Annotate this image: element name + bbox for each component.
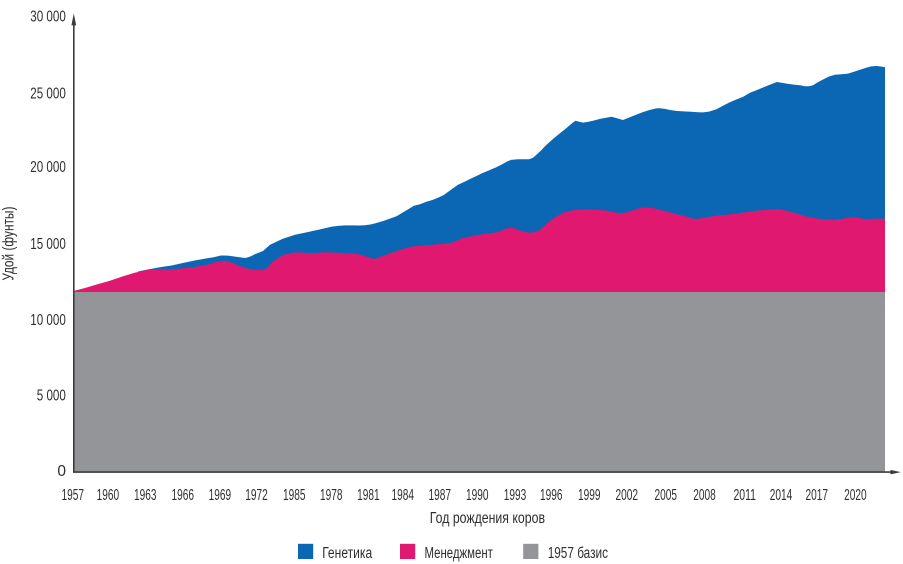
svg-text:Удой (фунты): Удой (фунты) [1,207,18,281]
svg-text:30 000: 30 000 [30,8,66,25]
svg-text:1978: 1978 [320,487,343,504]
svg-text:1960: 1960 [97,487,120,504]
svg-text:1987: 1987 [429,487,452,504]
svg-text:1984: 1984 [391,487,414,504]
svg-text:1966: 1966 [172,487,195,504]
svg-text:20 000: 20 000 [30,159,66,176]
svg-text:2014: 2014 [770,487,793,504]
svg-text:2011: 2011 [733,487,756,504]
svg-text:1957 базис: 1957 базис [548,545,608,562]
svg-text:Генетика: Генетика [322,545,372,562]
svg-text:1993: 1993 [504,487,527,504]
svg-text:25 000: 25 000 [30,86,66,103]
svg-text:0: 0 [57,463,66,480]
svg-text:1957: 1957 [61,487,84,504]
svg-text:1999: 1999 [578,487,601,504]
svg-text:Год рождения коров: Год рождения коров [430,510,545,527]
svg-text:1963: 1963 [134,487,157,504]
svg-text:2017: 2017 [806,487,829,504]
svg-text:2020: 2020 [844,487,867,504]
svg-text:2008: 2008 [693,487,716,504]
svg-text:1972: 1972 [245,487,268,504]
svg-text:15 000: 15 000 [30,236,66,253]
svg-text:2005: 2005 [654,487,677,504]
svg-text:1981: 1981 [357,487,380,504]
svg-text:2002: 2002 [616,487,639,504]
svg-text:10 000: 10 000 [30,312,66,329]
svg-text:5 000: 5 000 [37,388,66,405]
svg-text:1985: 1985 [283,487,306,504]
svg-text:1990: 1990 [466,487,489,504]
svg-text:Менеджмент: Менеджмент [425,545,493,562]
svg-text:1996: 1996 [540,487,563,504]
svg-text:1969: 1969 [209,487,232,504]
